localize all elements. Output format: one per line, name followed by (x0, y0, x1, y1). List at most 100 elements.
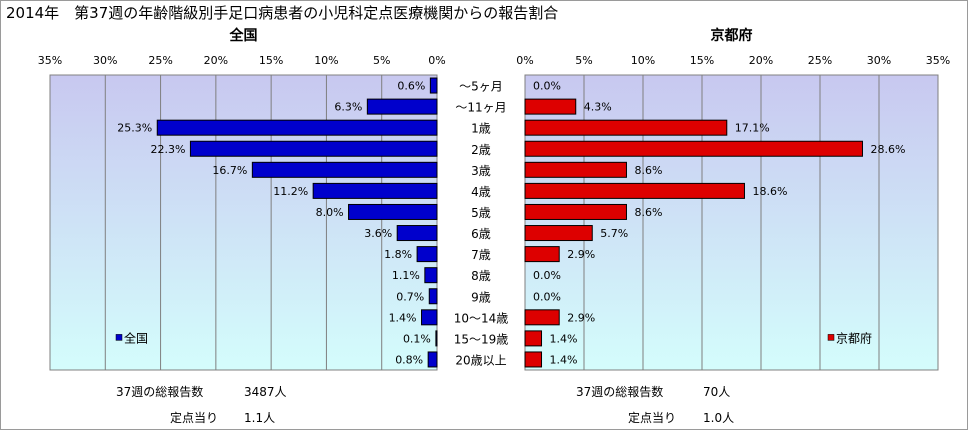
national-data-label: 11.2% (273, 185, 308, 198)
national-bar (156, 119, 438, 136)
national-data-label: 0.7% (396, 290, 424, 303)
kyoto-tick-label: 30% (867, 54, 891, 67)
kyoto-data-label: 0.0% (533, 80, 561, 93)
kyoto-total-label: 37週の総報告数 (576, 385, 664, 399)
national-data-label: 8.0% (316, 206, 344, 219)
category-label: 8歳 (471, 269, 491, 283)
national-tick-label: 35% (38, 54, 62, 67)
page-title: 2014年 第37週の年齢階級別手足口病患者の小児科定点医療機関からの報告割合 (6, 4, 559, 22)
kyoto-data-label: 0.0% (533, 290, 561, 303)
kyoto-data-label: 4.3% (584, 101, 612, 114)
kyoto-legend-label: 京都府 (836, 330, 872, 345)
national-data-label: 0.6% (397, 80, 425, 93)
national-tick-label: 0% (428, 54, 445, 67)
national-total-value: 3487人 (244, 385, 287, 399)
national-plot-area (49, 74, 438, 371)
kyoto-tick-label: 0% (516, 54, 533, 67)
kyoto-data-label: 2.9% (567, 311, 595, 324)
kyoto-bar (524, 182, 745, 199)
kyoto-data-label: 1.4% (550, 332, 578, 345)
national-bar (427, 351, 438, 368)
kyoto-panel-title: 京都府 (711, 27, 753, 44)
kyoto-bar (524, 161, 627, 178)
category-label: 9歳 (471, 290, 491, 304)
national-bar (189, 140, 438, 157)
kyoto-bar (524, 309, 560, 326)
national-tick-label: 10% (314, 54, 338, 67)
national-data-label: 6.3% (334, 101, 362, 114)
national-tick-label: 25% (148, 54, 172, 67)
kyoto-bar (524, 351, 543, 368)
category-label: 3歳 (471, 164, 491, 178)
national-data-label: 25.3% (117, 122, 152, 135)
kyoto-data-label: 2.9% (567, 248, 595, 261)
kyoto-bar (524, 225, 593, 242)
kyoto-data-label: 1.4% (550, 353, 578, 366)
kyoto-data-label: 17.1% (735, 122, 770, 135)
national-bar (421, 309, 438, 326)
kyoto-bar (524, 140, 863, 157)
kyoto-tick-label: 15% (690, 54, 714, 67)
national-tick-label: 30% (93, 54, 117, 67)
national-bar (424, 267, 438, 284)
kyoto-plot-area (524, 74, 939, 371)
kyoto-tick-label: 10% (631, 54, 655, 67)
national-data-label: 1.8% (384, 248, 412, 261)
national-data-label: 1.4% (389, 311, 417, 324)
category-label: 4歳 (471, 185, 491, 199)
category-label: 10～14歳 (454, 311, 509, 325)
kyoto-bar (524, 203, 627, 220)
national-bar (396, 225, 438, 242)
kyoto-total-value: 70人 (703, 385, 731, 399)
kyoto-bar (524, 119, 728, 136)
national-bar (416, 246, 438, 263)
category-label: 15～19歳 (454, 332, 509, 346)
kyoto-data-label: 28.6% (870, 143, 905, 156)
category-label: 20歳以上 (455, 353, 506, 367)
kyoto-per-value: 1.0人 (703, 411, 735, 425)
national-bar (366, 98, 438, 115)
category-label: 6歳 (471, 227, 491, 241)
national-tick-label: 5% (373, 54, 390, 67)
kyoto-bar (524, 246, 560, 263)
kyoto-bar (524, 330, 543, 347)
national-per-label: 定点当り (170, 411, 219, 425)
national-bar (312, 182, 438, 199)
national-data-label: 1.1% (392, 269, 420, 282)
kyoto-tick-label: 5% (575, 54, 592, 67)
category-label: 2歳 (471, 143, 491, 157)
national-per-value: 1.1人 (244, 411, 276, 425)
national-bar (429, 77, 438, 94)
category-label: 1歳 (471, 122, 491, 136)
national-data-label: 16.7% (212, 164, 247, 177)
kyoto-data-label: 18.6% (752, 185, 787, 198)
kyoto-per-label: 定点当り (628, 411, 677, 425)
national-tick-label: 20% (204, 54, 228, 67)
national-total-label: 37週の総報告数 (116, 385, 204, 399)
kyoto-tick-label: 20% (749, 54, 773, 67)
national-legend-label: 全国 (124, 330, 148, 345)
national-panel-title: 全国 (229, 27, 258, 44)
kyoto-data-label: 0.0% (533, 269, 561, 282)
national-tick-label: 15% (259, 54, 283, 67)
category-label: 7歳 (471, 248, 491, 262)
kyoto-tick-label: 35% (926, 54, 950, 67)
kyoto-legend-swatch (827, 334, 835, 341)
category-label: ～5ヶ月 (459, 80, 503, 94)
category-label: 5歳 (471, 206, 491, 220)
national-bar (428, 288, 438, 305)
national-data-label: 0.8% (395, 353, 423, 366)
national-data-label: 22.3% (150, 143, 185, 156)
national-data-label: 3.6% (364, 227, 392, 240)
category-label: ～11ヶ月 (455, 101, 506, 115)
kyoto-bar (524, 98, 577, 115)
kyoto-data-label: 5.7% (600, 227, 628, 240)
national-bar (435, 330, 438, 347)
kyoto-data-label: 8.6% (634, 164, 662, 177)
national-data-label: 0.1% (403, 332, 431, 345)
national-bar (251, 161, 438, 178)
national-bar (348, 203, 438, 220)
national-legend-swatch (115, 334, 123, 341)
kyoto-data-label: 8.6% (634, 206, 662, 219)
